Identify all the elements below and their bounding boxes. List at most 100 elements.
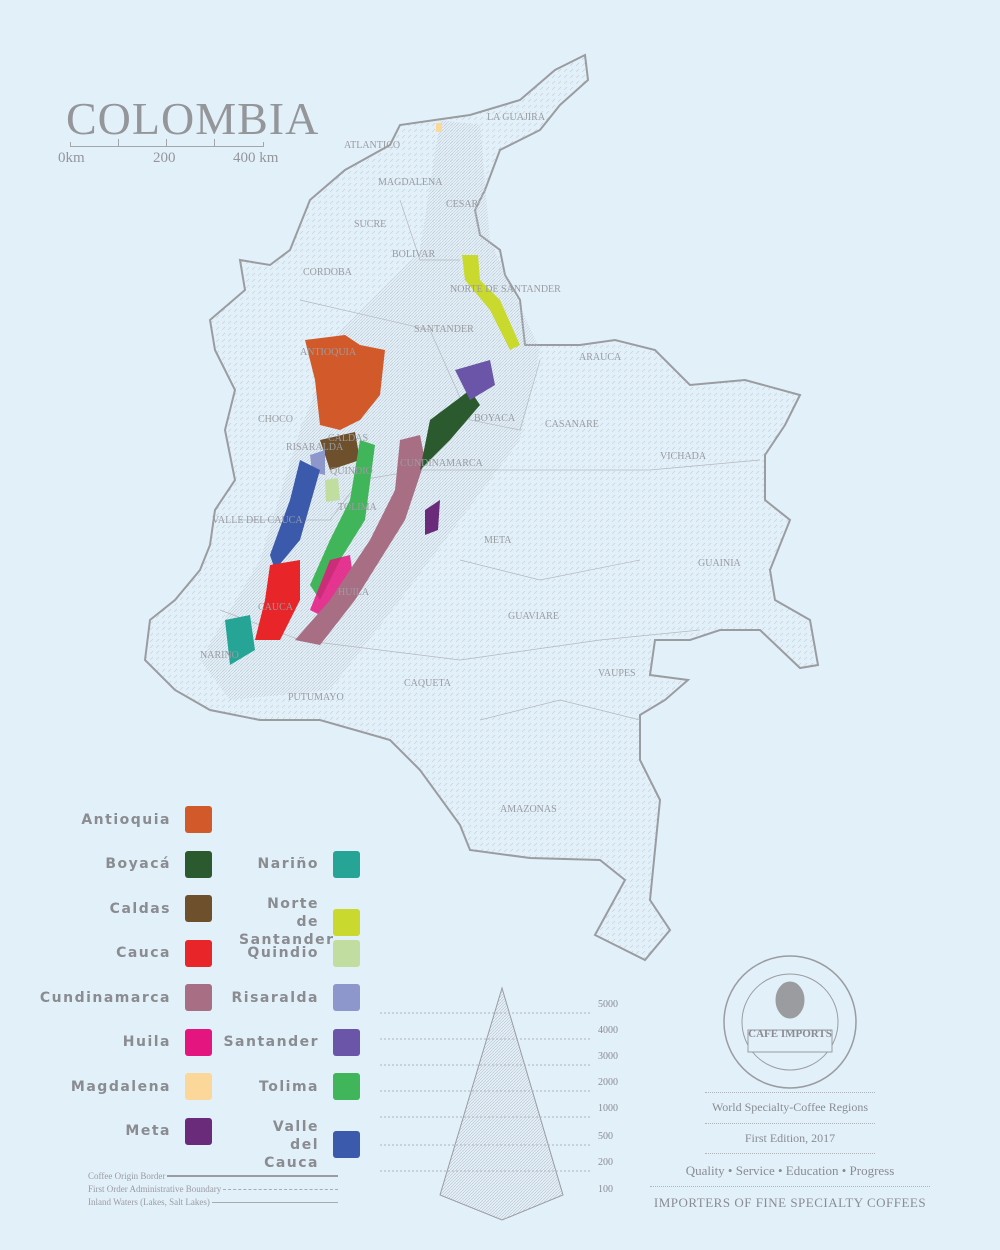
legend-swatch bbox=[185, 850, 212, 878]
coffee-regions bbox=[225, 123, 520, 665]
department-label: QUINDIO bbox=[330, 466, 373, 477]
region-meta bbox=[425, 500, 440, 535]
legend-label: Santander bbox=[223, 1034, 319, 1050]
department-label: RISARALDA bbox=[286, 442, 344, 453]
region-norte-santander bbox=[462, 255, 520, 350]
legend-label: Cauca bbox=[116, 945, 171, 961]
department-label: NORTE DE SANTANDER bbox=[450, 284, 561, 295]
legend-item: Cundinamarca bbox=[40, 984, 212, 1011]
department-label: VAUPES bbox=[598, 668, 636, 679]
line-legend-item: Coffee Origin Border bbox=[88, 1171, 338, 1181]
legend-label: Norte de Santander bbox=[239, 896, 335, 948]
legend-swatch bbox=[185, 806, 212, 833]
line-legend-label: First Order Administrative Boundary bbox=[88, 1184, 222, 1194]
legend-item: Risaralda bbox=[180, 984, 360, 1011]
department-label: SUCRE bbox=[354, 219, 387, 230]
elevation-label: 5000 bbox=[598, 999, 618, 1010]
legend-swatch bbox=[185, 1117, 212, 1145]
elevation-label: 3000 bbox=[598, 1051, 618, 1062]
legend-item: Magdalena bbox=[40, 1073, 212, 1100]
legend-item: Meta bbox=[40, 1117, 212, 1145]
legend-swatch bbox=[333, 1131, 360, 1158]
elevation-label: 500 bbox=[598, 1131, 613, 1142]
department-label: META bbox=[484, 535, 512, 546]
line-legend-item: Inland Waters (Lakes, Salt Lakes) bbox=[88, 1197, 338, 1207]
legend-swatch bbox=[333, 908, 360, 936]
department-label: TOLIMA bbox=[338, 502, 377, 513]
footer-line4: IMPORTERS OF FINE SPECIALTY COFFEES bbox=[653, 1195, 927, 1210]
elevation-label: 4000 bbox=[598, 1025, 618, 1036]
department-label: ATLANTICO bbox=[344, 140, 401, 151]
country-outline bbox=[143, 53, 820, 962]
legend-swatch bbox=[185, 1028, 212, 1056]
legend-item: Santander bbox=[180, 1028, 360, 1056]
legend-item: Cauca bbox=[40, 939, 212, 967]
line-sample bbox=[211, 1201, 338, 1203]
region-tolima bbox=[310, 440, 375, 600]
legend-swatch bbox=[333, 939, 360, 967]
legend-label: Risaralda bbox=[231, 989, 319, 1006]
legend-label: Caldas bbox=[109, 900, 171, 917]
department-label: PUTUMAYO bbox=[288, 692, 344, 703]
department-label: VICHADA bbox=[660, 451, 707, 462]
line-sample bbox=[167, 1175, 338, 1177]
map-title: COLOMBIA bbox=[66, 93, 320, 144]
department-label: HUILA bbox=[338, 587, 370, 598]
legend-swatch bbox=[185, 895, 212, 922]
cafe-imports-logo bbox=[723, 955, 857, 1089]
scale-mid: 200 bbox=[153, 150, 176, 166]
legend-label: Meta bbox=[125, 1123, 171, 1139]
department-label: CAUCA bbox=[258, 602, 294, 613]
line-sample bbox=[223, 1188, 338, 1190]
department-label: CAQUETA bbox=[404, 678, 451, 689]
department-label: CALDAS bbox=[328, 433, 369, 444]
elevation-legend bbox=[380, 986, 590, 1221]
department-label: MAGDALENA bbox=[378, 177, 443, 188]
department-label: GUAINIA bbox=[698, 558, 741, 569]
legend-swatch bbox=[185, 984, 212, 1011]
department-label: GUAVIARE bbox=[508, 611, 559, 622]
scale-end: 400 km bbox=[233, 150, 279, 166]
legend-swatch bbox=[185, 939, 212, 967]
legend-item: Norte de Santander bbox=[180, 895, 360, 949]
legend-item: Huila bbox=[40, 1028, 212, 1056]
department-label: LA GUAJIRA bbox=[487, 112, 546, 123]
line-legend-label: Coffee Origin Border bbox=[88, 1171, 166, 1181]
legend-swatch bbox=[333, 1073, 360, 1100]
legend-item: Boyacá bbox=[40, 850, 212, 878]
region-santander bbox=[455, 360, 495, 400]
scale-bar bbox=[70, 139, 264, 147]
department-label: CORDOBA bbox=[303, 267, 352, 278]
region-cauca bbox=[255, 560, 300, 640]
elevation-label: 1000 bbox=[598, 1103, 618, 1114]
legend-item: Tolima bbox=[180, 1073, 360, 1100]
legend-label: Valle del Cauca bbox=[264, 1118, 319, 1171]
legend-label: Nariño bbox=[257, 856, 319, 872]
elevation-label: 200 bbox=[598, 1157, 613, 1168]
region-huila bbox=[310, 555, 355, 620]
legend-label: Boyacá bbox=[105, 856, 171, 872]
footer-line3: Quality • Service • Education • Progress bbox=[685, 1163, 895, 1178]
legend-swatch bbox=[333, 984, 360, 1011]
footer-line1: World Specialty-Coffee Regions bbox=[711, 1100, 869, 1114]
region-magdalena bbox=[436, 123, 442, 132]
elevation-label: 2000 bbox=[598, 1077, 618, 1088]
legend-label: Antioquia bbox=[81, 811, 171, 828]
footer-line2: First Edition, 2017 bbox=[744, 1131, 836, 1145]
department-label: VALLE DEL CAUCA bbox=[212, 515, 303, 526]
department-label: AMAZONAS bbox=[500, 804, 557, 815]
legend-label: Cundinamarca bbox=[39, 989, 171, 1006]
region-narino bbox=[225, 615, 255, 665]
legend-label: Quindio bbox=[247, 945, 319, 961]
legend-swatch bbox=[333, 1028, 360, 1056]
department-label: BOLIVAR bbox=[392, 249, 436, 260]
department-label: ANTIOQUIA bbox=[300, 347, 357, 358]
legend-swatch bbox=[333, 850, 360, 878]
region-quindio bbox=[325, 478, 340, 502]
department-label: CESAR bbox=[446, 199, 479, 210]
region-cundinamarca bbox=[295, 435, 425, 645]
department-label: NARINO bbox=[200, 650, 239, 661]
department-label: CUNDINAMARCA bbox=[400, 458, 483, 469]
